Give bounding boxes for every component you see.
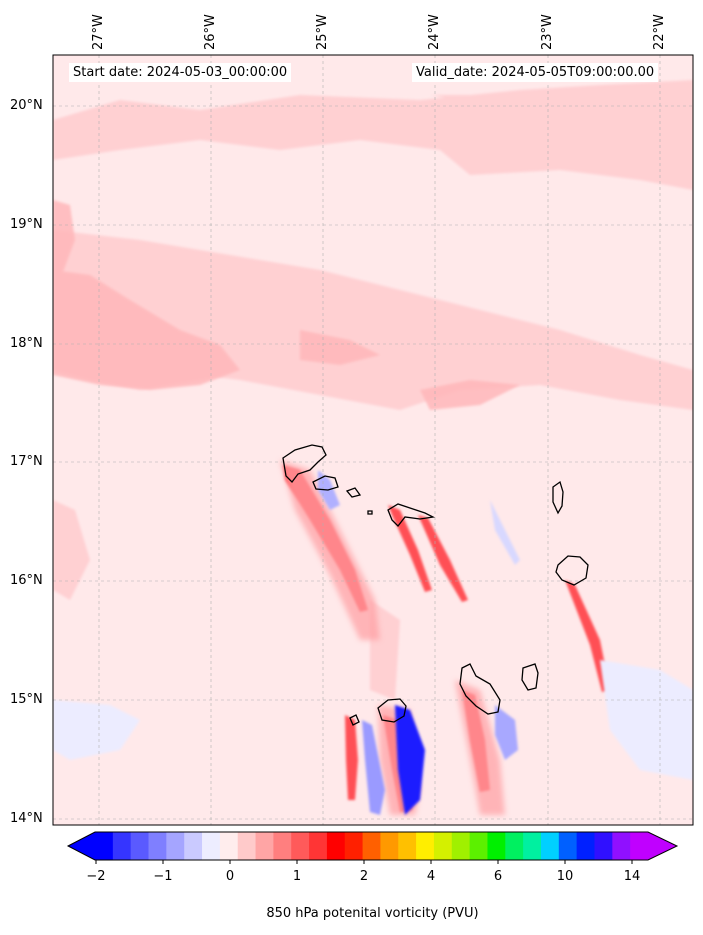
island-sao-vicente xyxy=(312,475,339,491)
colorbar-tick-label: 2 xyxy=(359,869,369,884)
colorbar-swatch xyxy=(326,832,346,860)
island-santiago xyxy=(459,663,501,715)
colorbar-swatch xyxy=(148,832,167,860)
colorbar-swatch xyxy=(166,832,185,860)
latitude-label: 18°N xyxy=(10,336,43,351)
colorbar-outline xyxy=(66,831,679,861)
colorbar-swatch xyxy=(112,832,132,860)
island-santa-luzia xyxy=(345,487,362,498)
latitude-label: 17°N xyxy=(10,454,43,469)
longitude-label: 22°W xyxy=(652,14,667,50)
colorbar-tick-label: 10 xyxy=(556,869,574,884)
colorbar-tick-label: 4 xyxy=(426,869,436,884)
colorbar-swatch xyxy=(558,832,578,860)
colorbar-swatch xyxy=(398,832,417,860)
colorbar-swatch xyxy=(416,832,435,860)
colorbar-swatch xyxy=(255,832,274,860)
colorbar-swatch xyxy=(540,832,560,860)
colorbar-swatch xyxy=(487,832,506,860)
colorbar-swatch xyxy=(505,832,524,860)
colorbar-swatch xyxy=(130,832,150,860)
colorbar-tick-label: −1 xyxy=(153,869,173,884)
colorbar-swatch xyxy=(630,832,649,860)
latitude-label: 14°N xyxy=(10,811,43,826)
latitude-label: 20°N xyxy=(10,98,43,113)
colorbar-label: 850 hPa potenital vorticity (PVU) xyxy=(266,906,479,921)
longitude-label: 23°W xyxy=(540,14,555,50)
colorbar-swatch xyxy=(291,832,310,860)
island-santo-antao xyxy=(282,444,327,483)
colorbar-swatch xyxy=(380,832,399,860)
pv-negative-areas xyxy=(53,470,693,815)
colorbar-tick-label: 14 xyxy=(623,869,641,884)
island-fogo xyxy=(377,698,407,723)
longitude-label: 26°W xyxy=(203,14,218,50)
colorbar-swatch xyxy=(362,832,382,860)
colorbar-extend-min xyxy=(68,832,95,860)
colorbar-extend-max xyxy=(648,832,677,860)
colorbar-swatch xyxy=(433,832,453,860)
colorbar-swatch xyxy=(523,832,542,860)
colorbar-swatch xyxy=(612,832,631,860)
longitude-label: 27°W xyxy=(91,14,106,50)
colorbar-swatch xyxy=(273,832,292,860)
island-sao-nicolau xyxy=(387,503,436,527)
longitude-label: 25°W xyxy=(315,14,330,50)
colorbar-swatch xyxy=(184,832,203,860)
colorbar-swatch xyxy=(309,832,328,860)
island-sal xyxy=(552,480,564,515)
colorbar-tick-label: 6 xyxy=(493,869,503,884)
island-brava xyxy=(349,714,360,726)
island-maio xyxy=(521,663,539,691)
longitude-label: 24°W xyxy=(427,14,442,50)
colorbar-swatch xyxy=(95,832,114,860)
colorbar-swatch xyxy=(237,832,257,860)
latitude-label: 19°N xyxy=(10,217,43,232)
colorbar-swatch xyxy=(451,832,471,860)
colorbar xyxy=(66,831,679,864)
island-raso xyxy=(367,510,373,515)
latitude-label: 16°N xyxy=(10,573,43,588)
pv-field-medium xyxy=(53,200,520,410)
colorbar-swatch xyxy=(576,832,596,860)
colorbar-tick-label: −2 xyxy=(86,869,106,884)
start-date-label: Start date: 2024-05-03_00:00:00 xyxy=(69,63,292,82)
colorbar-swatch xyxy=(344,832,364,860)
valid-date-label: Valid_date: 2024-05-05T09:00:00.00 xyxy=(412,63,659,82)
gridlines xyxy=(53,55,693,825)
colorbar-swatch xyxy=(202,832,221,860)
colorbar-swatch xyxy=(594,832,613,860)
colorbar-swatch xyxy=(469,832,489,860)
map-background xyxy=(53,55,693,825)
island-boa-vista xyxy=(555,555,589,586)
map-frame xyxy=(52,54,694,826)
colorbar-swatch xyxy=(219,832,239,860)
latitude-label: 15°N xyxy=(10,692,43,707)
colorbar-tick-label: 0 xyxy=(225,869,235,884)
colorbar-tick-label: 1 xyxy=(292,869,302,884)
coastlines xyxy=(282,444,589,726)
